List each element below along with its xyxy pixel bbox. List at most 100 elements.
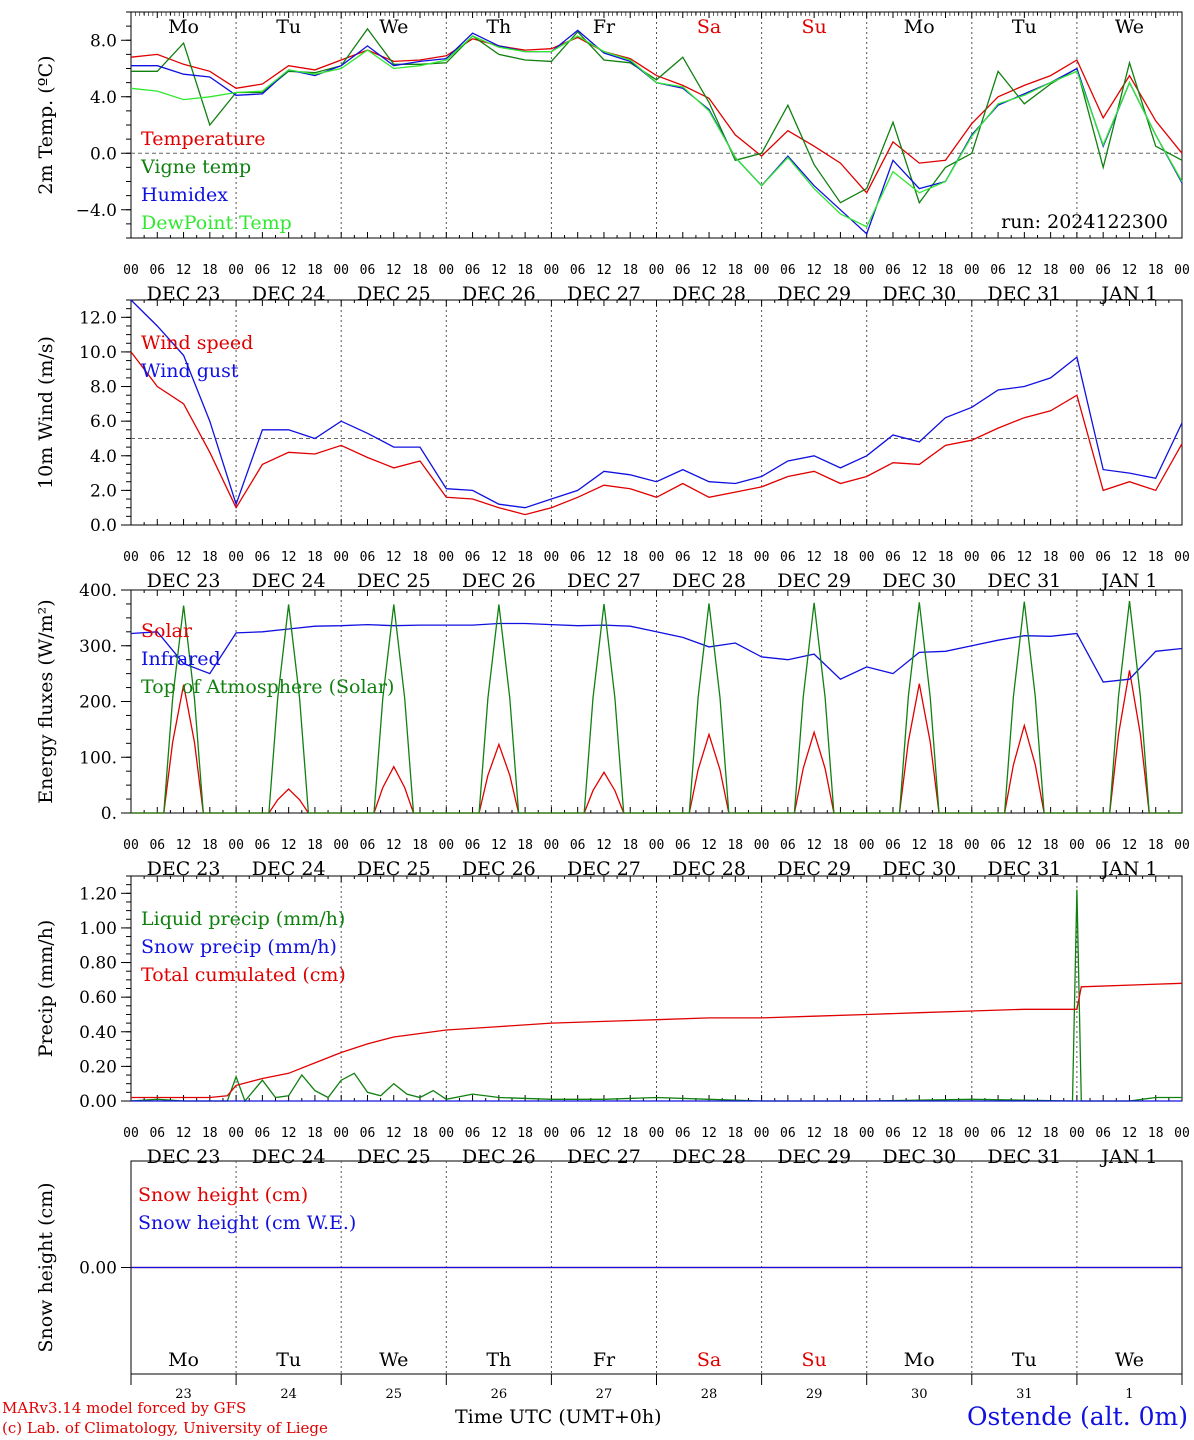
top-day-name-7: Su xyxy=(802,16,827,38)
top-day-name-6: Sa xyxy=(697,16,721,38)
hour-tick-label: 00 xyxy=(964,550,980,565)
legend-entry: Liquid precip (mm/h) xyxy=(141,908,345,930)
hour-tick-label: 06 xyxy=(675,550,691,565)
hour-tick-label: 06 xyxy=(570,550,586,565)
bottom-day-name-8: Mo xyxy=(904,1349,935,1371)
hour-tick-label: 12 xyxy=(386,263,402,278)
hour-tick-label: 00 xyxy=(859,263,875,278)
day-number: 24 xyxy=(280,1387,297,1402)
legend-entry: Wind gust xyxy=(141,360,239,382)
hour-tick-label: 18 xyxy=(833,1126,849,1141)
hour-tick-label: 18 xyxy=(1043,1126,1059,1141)
date-label: DEC 29 xyxy=(777,858,851,880)
date-label: DEC 24 xyxy=(252,858,326,880)
hour-tick-label: 00 xyxy=(1069,550,1085,565)
legend-entry: Solar xyxy=(141,620,193,642)
bottom-day-name-2: Tu xyxy=(276,1349,301,1371)
hour-tick-label: 00 xyxy=(438,1126,454,1141)
y-tick-label: 0.60 xyxy=(79,988,117,1008)
y-axis-label: Precip (mm/h) xyxy=(35,920,57,1058)
top-day-name-1: Mo xyxy=(168,16,199,38)
hour-tick-label: 06 xyxy=(990,263,1006,278)
y-tick-label: 10.0 xyxy=(79,343,117,363)
date-label: DEC 29 xyxy=(777,1146,851,1168)
y-tick-label: 1.00 xyxy=(79,919,117,939)
day-number: 29 xyxy=(806,1387,823,1402)
hour-tick-label: 12 xyxy=(911,838,927,853)
date-label: DEC 30 xyxy=(882,1146,956,1168)
date-label: DEC 28 xyxy=(672,570,746,592)
hour-tick-label: 18 xyxy=(412,1126,428,1141)
hour-tick-label: 18 xyxy=(938,550,954,565)
hour-tick-label: 00 xyxy=(754,838,770,853)
hour-tick-label: 18 xyxy=(412,550,428,565)
legend-entry: Infrared xyxy=(141,648,221,670)
hour-tick-label: 18 xyxy=(938,1126,954,1141)
series-top-of-atmosphere-solar- xyxy=(131,601,1182,814)
date-label: DEC 30 xyxy=(882,858,956,880)
date-label: JAN 1 xyxy=(1099,570,1157,592)
hour-tick-label: 06 xyxy=(885,838,901,853)
y-tick-label: 200. xyxy=(79,693,117,713)
hour-tick-label: 06 xyxy=(360,1126,376,1141)
hour-tick-label: 00 xyxy=(1069,838,1085,853)
hour-tick-label: 12 xyxy=(806,550,822,565)
hour-tick-label: 00 xyxy=(754,1126,770,1141)
date-label: DEC 26 xyxy=(462,1146,536,1168)
hour-tick-label: 06 xyxy=(465,263,481,278)
hour-tick-label: 00 xyxy=(333,1126,349,1141)
hour-tick-label: 12 xyxy=(386,838,402,853)
date-label: DEC 31 xyxy=(987,570,1061,592)
date-label: DEC 25 xyxy=(357,1146,431,1168)
hour-tick-label: 12 xyxy=(701,550,717,565)
hour-tick-label: 18 xyxy=(938,838,954,853)
hour-tick-label: 06 xyxy=(885,1126,901,1141)
top-day-name-3: We xyxy=(379,16,408,38)
series-infrared xyxy=(130,622,1183,683)
hour-tick-label: 18 xyxy=(833,550,849,565)
hour-tick-label: 06 xyxy=(1095,838,1111,853)
hour-tick-label: 12 xyxy=(596,1126,612,1141)
hour-tick-label: 18 xyxy=(517,550,533,565)
y-tick-label: 2.0 xyxy=(90,481,117,501)
hour-tick-label: 18 xyxy=(517,1126,533,1141)
hour-tick-label: 18 xyxy=(1043,263,1059,278)
hour-tick-label: 00 xyxy=(1174,838,1190,853)
y-tick-label: 400. xyxy=(79,581,117,601)
bottom-day-name-7: Su xyxy=(802,1349,827,1371)
date-label: DEC 24 xyxy=(252,570,326,592)
hour-tick-label: 00 xyxy=(754,263,770,278)
hour-tick-label: 06 xyxy=(149,550,165,565)
hour-tick-label: 06 xyxy=(570,838,586,853)
date-label: DEC 29 xyxy=(777,570,851,592)
hour-tick-label: 12 xyxy=(491,263,507,278)
legend-entry: Snow height (cm W.E.) xyxy=(138,1212,356,1234)
hour-tick-label: 00 xyxy=(544,838,560,853)
hour-tick-label: 18 xyxy=(412,838,428,853)
y-tick-label: 0.80 xyxy=(79,954,117,974)
hour-tick-label: 00 xyxy=(123,263,139,278)
station-name: Ostende (alt. 0m) xyxy=(967,1402,1188,1431)
hour-tick-label: 00 xyxy=(228,1126,244,1141)
day-number: 31 xyxy=(1016,1387,1033,1402)
hour-tick-label: 12 xyxy=(491,1126,507,1141)
hour-tick-label: 18 xyxy=(307,263,323,278)
date-label: DEC 26 xyxy=(462,570,536,592)
hour-tick-label: 06 xyxy=(255,550,271,565)
date-label: JAN 1 xyxy=(1099,283,1157,305)
hour-tick-label: 18 xyxy=(517,263,533,278)
hour-tick-label: 18 xyxy=(622,1126,638,1141)
hour-tick-label: 00 xyxy=(1174,263,1190,278)
hour-tick-label: 00 xyxy=(649,1126,665,1141)
hour-tick-label: 00 xyxy=(859,1126,875,1141)
date-label: DEC 25 xyxy=(357,858,431,880)
hour-tick-label: 00 xyxy=(1174,1126,1190,1141)
panel-frame xyxy=(130,11,1183,239)
top-day-name-5: Fr xyxy=(593,16,616,38)
y-tick-label: 4.0 xyxy=(90,447,117,467)
hour-tick-label: 00 xyxy=(649,838,665,853)
hour-tick-label: 06 xyxy=(255,838,271,853)
hour-tick-label: 06 xyxy=(149,1126,165,1141)
hour-tick-label: 12 xyxy=(806,838,822,853)
top-day-name-9: Tu xyxy=(1012,16,1037,38)
